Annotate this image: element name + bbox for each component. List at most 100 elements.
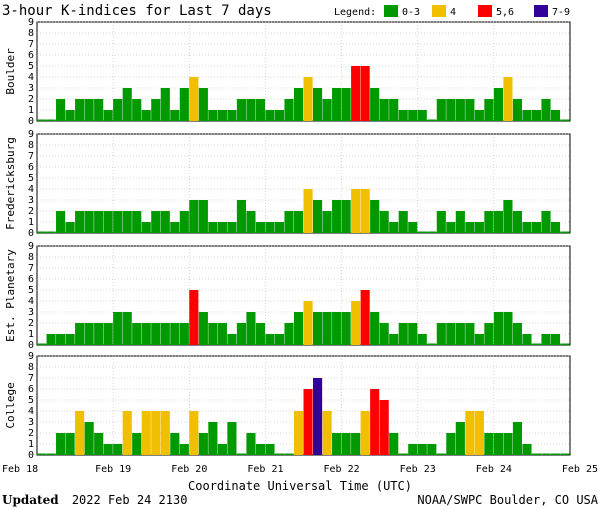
k-index-bar bbox=[446, 99, 456, 121]
k-index-bar bbox=[284, 453, 294, 455]
k-index-bar bbox=[284, 211, 294, 233]
k-index-bar bbox=[332, 312, 342, 345]
k-index-bar bbox=[189, 77, 199, 121]
k-index-bar bbox=[531, 453, 542, 455]
y-tick-label: 5 bbox=[28, 285, 34, 296]
footer-updated: Updated 2022 Feb 24 2130 bbox=[2, 493, 187, 507]
k-index-bar bbox=[132, 433, 142, 455]
k-index-bar bbox=[113, 312, 123, 345]
k-index-bar bbox=[151, 211, 161, 233]
k-index-bar bbox=[189, 200, 199, 233]
y-tick-label: 2 bbox=[28, 94, 34, 105]
y-tick-label: 1 bbox=[28, 105, 34, 116]
k-index-bar bbox=[274, 453, 285, 455]
k-index-bar bbox=[198, 200, 208, 233]
k-index-bar bbox=[274, 334, 285, 345]
k-index-bar bbox=[208, 323, 218, 345]
k-index-bar bbox=[265, 222, 275, 233]
k-index-bar bbox=[370, 389, 380, 455]
k-index-bar bbox=[417, 444, 427, 455]
k-index-bar bbox=[313, 312, 323, 345]
k-index-bar bbox=[208, 110, 218, 121]
footer-updated-label: Updated bbox=[2, 493, 59, 507]
y-tick-label: 9 bbox=[28, 17, 34, 28]
k-index-bar bbox=[360, 189, 370, 233]
k-index-bar bbox=[436, 211, 446, 233]
panel-station-label: College bbox=[4, 382, 17, 428]
x-tick-label: Feb 21 bbox=[247, 464, 283, 475]
k-index-bar bbox=[474, 222, 484, 233]
k-index-bar bbox=[455, 422, 465, 455]
k-index-bar bbox=[560, 453, 570, 455]
k-index-bar bbox=[303, 189, 313, 233]
k-index-bar bbox=[408, 323, 418, 345]
k-index-bar bbox=[94, 99, 104, 121]
k-index-bar bbox=[455, 211, 465, 233]
k-index-bar bbox=[341, 200, 351, 233]
k-index-bar bbox=[274, 222, 285, 233]
k-index-bar bbox=[255, 222, 266, 233]
k-index-bar bbox=[474, 411, 484, 455]
k-index-bar bbox=[322, 312, 332, 345]
y-tick-label: 1 bbox=[28, 329, 34, 340]
k-index-bar bbox=[465, 222, 475, 233]
k-index-bar bbox=[46, 231, 56, 233]
k-index-bar bbox=[84, 211, 94, 233]
x-axis-label: Coordinate Universal Time (UTC) bbox=[188, 479, 412, 493]
k-index-bar bbox=[322, 411, 332, 455]
k-index-bar bbox=[379, 400, 389, 455]
panel-station-label: Boulder bbox=[4, 48, 17, 95]
legend-entry-label: 0-3 bbox=[402, 7, 420, 18]
x-tick-label: Feb 25 bbox=[562, 464, 598, 475]
y-tick-label: 7 bbox=[28, 263, 34, 274]
k-index-bar bbox=[113, 211, 123, 233]
k-index-bar bbox=[370, 200, 380, 233]
k-index-bar bbox=[541, 334, 551, 345]
k-index-bar bbox=[531, 343, 542, 345]
k-index-bar bbox=[46, 453, 56, 455]
x-tick-label: Feb 24 bbox=[476, 464, 512, 475]
k-index-bar bbox=[151, 411, 161, 455]
k-index-bar bbox=[503, 77, 513, 121]
y-tick-label: 8 bbox=[28, 362, 34, 373]
k-index-bar bbox=[65, 222, 75, 233]
legend-swatch bbox=[384, 5, 398, 17]
y-tick-label: 4 bbox=[28, 406, 34, 417]
k-index-bar bbox=[360, 290, 370, 345]
k-index-bar bbox=[465, 411, 475, 455]
k-index-bar bbox=[293, 211, 304, 233]
k-index-bar bbox=[455, 323, 465, 345]
k-index-bar bbox=[65, 110, 75, 121]
y-tick-label: 3 bbox=[28, 307, 34, 318]
y-tick-label: 4 bbox=[28, 184, 34, 195]
k-index-bar bbox=[550, 453, 561, 455]
k-index-bar bbox=[427, 343, 437, 345]
y-tick-label: 7 bbox=[28, 373, 34, 384]
k-index-bar bbox=[417, 334, 427, 345]
k-index-bar bbox=[465, 99, 475, 121]
k-index-bar bbox=[151, 99, 161, 121]
y-tick-label: 2 bbox=[28, 206, 34, 217]
footer-updated-value: 2022 Feb 24 2130 bbox=[72, 493, 188, 507]
k-index-bar bbox=[408, 444, 418, 455]
y-tick-label: 9 bbox=[28, 351, 34, 362]
k-index-bar bbox=[65, 433, 75, 455]
k-index-bar bbox=[484, 211, 494, 233]
k-index-bar bbox=[217, 110, 227, 121]
x-tick-label: Feb 22 bbox=[324, 464, 360, 475]
k-index-bar bbox=[84, 323, 94, 345]
k-index-bar bbox=[446, 323, 456, 345]
k-index-bar bbox=[455, 99, 465, 121]
x-tick-label: Feb 19 bbox=[95, 464, 131, 475]
k-index-bar bbox=[46, 119, 56, 121]
k-index-bar bbox=[113, 444, 123, 455]
k-index-bar bbox=[503, 433, 513, 455]
k-index-bar bbox=[160, 88, 170, 121]
k-index-bar bbox=[94, 433, 104, 455]
k-index-bar bbox=[227, 222, 237, 233]
k-index-bar bbox=[141, 411, 151, 455]
k-index-bar bbox=[132, 211, 142, 233]
k-index-bar bbox=[246, 211, 256, 233]
k-index-bar bbox=[170, 222, 180, 233]
